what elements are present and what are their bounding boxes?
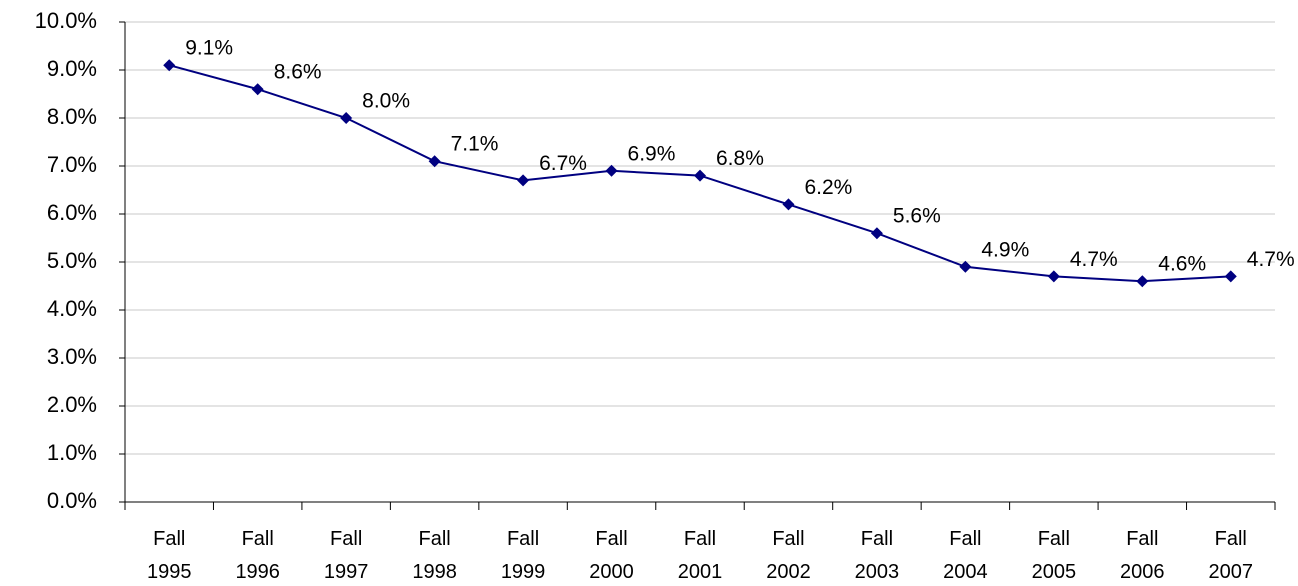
y-tick-label: 9.0%: [47, 56, 97, 81]
x-tick-label: Fall 2005: [1032, 528, 1077, 583]
data-marker: [959, 260, 972, 273]
data-marker: [782, 198, 795, 211]
data-label: 8.6%: [274, 61, 322, 84]
y-tick-label: 6.0%: [47, 200, 97, 225]
x-tick-label: Fall 1997: [324, 528, 369, 583]
data-label: 6.2%: [804, 176, 852, 199]
y-tick-label: 0.0%: [47, 488, 97, 513]
data-marker: [517, 174, 530, 187]
data-label: 8.0%: [362, 90, 410, 113]
x-tick-label: Fall 1995: [147, 528, 192, 583]
data-label: 5.6%: [893, 205, 941, 228]
y-tick-label: 3.0%: [47, 344, 97, 369]
x-tick-label: Fall 2003: [855, 528, 900, 583]
data-label: 6.7%: [539, 152, 587, 175]
x-tick-label: Fall 1996: [235, 528, 280, 583]
y-tick-label: 2.0%: [47, 392, 97, 417]
x-tick-label: Fall 2007: [1209, 528, 1254, 583]
data-label: 4.7%: [1070, 248, 1118, 271]
data-marker: [163, 59, 176, 72]
data-label: 4.7%: [1247, 248, 1295, 271]
y-tick-label: 7.0%: [47, 152, 97, 177]
data-label: 7.1%: [451, 133, 499, 156]
x-tick-label: Fall 2004: [943, 528, 988, 583]
data-marker: [870, 227, 883, 240]
y-tick-label: 8.0%: [47, 104, 97, 129]
data-marker: [251, 83, 264, 96]
data-marker: [1136, 275, 1149, 288]
data-label: 9.1%: [185, 37, 233, 60]
y-tick-label: 1.0%: [47, 440, 97, 465]
y-tick-label: 4.0%: [47, 296, 97, 321]
x-tick-label: Fall 2002: [766, 528, 811, 583]
data-marker: [694, 169, 706, 182]
x-tick-label: Fall 1998: [412, 528, 457, 583]
x-tick-label: Fall 1999: [501, 528, 546, 583]
x-tick-label: Fall 2001: [678, 528, 723, 583]
data-marker: [605, 164, 618, 177]
data-marker: [428, 155, 441, 168]
y-tick-label: 10.0%: [35, 8, 97, 33]
data-marker: [340, 112, 353, 124]
x-tick-label: Fall 2006: [1120, 528, 1165, 583]
data-label: 6.9%: [628, 142, 676, 165]
data-marker: [1224, 270, 1237, 283]
y-tick-label: 5.0%: [47, 248, 97, 273]
data-label: 4.6%: [1158, 253, 1206, 276]
x-tick-label: Fall 2000: [589, 528, 634, 583]
data-marker: [1047, 270, 1060, 283]
data-label: 4.9%: [981, 238, 1029, 261]
data-label: 6.8%: [716, 147, 764, 170]
